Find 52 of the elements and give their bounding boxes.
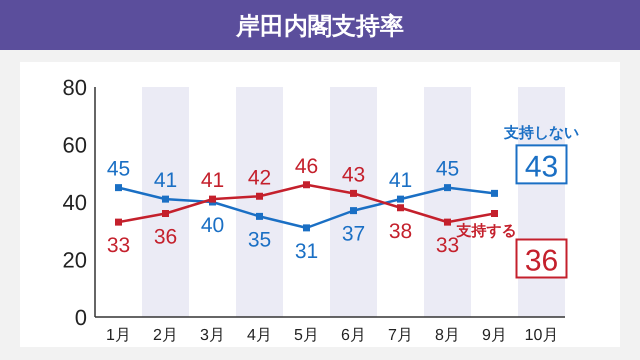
point xyxy=(209,196,216,203)
data-label: 43 xyxy=(342,163,366,186)
point xyxy=(162,196,169,203)
point xyxy=(162,210,169,217)
x-tick-label: 5月 xyxy=(294,327,319,344)
point xyxy=(491,210,498,217)
y-tick-label: 40 xyxy=(62,190,87,215)
x-tick-label: 1月 xyxy=(106,327,131,344)
x-tick-label: 2月 xyxy=(153,327,178,344)
point xyxy=(397,204,404,212)
x-tick-label: 4月 xyxy=(247,327,272,344)
point xyxy=(115,218,122,226)
data-label: 36 xyxy=(524,244,558,278)
data-label: 33 xyxy=(106,234,130,258)
data-label: 35 xyxy=(248,228,272,252)
data-label: 38 xyxy=(388,220,412,243)
point xyxy=(444,184,451,192)
point xyxy=(397,196,404,203)
x-tick-label: 10月 xyxy=(524,327,558,344)
data-label: 45 xyxy=(436,158,460,181)
x-tick-label: 7月 xyxy=(388,327,413,344)
data-label: 41 xyxy=(154,169,178,192)
point xyxy=(350,207,357,214)
point xyxy=(256,192,263,200)
point xyxy=(256,212,263,220)
x-tick-label: 6月 xyxy=(341,327,366,344)
point xyxy=(115,184,122,192)
x-tick-label: 3月 xyxy=(200,327,225,344)
y-tick-label: 20 xyxy=(62,248,87,272)
point xyxy=(303,181,310,188)
data-label: 36 xyxy=(154,226,178,248)
data-label: 46 xyxy=(294,154,318,178)
chart-title: 岸田内閣支持率 xyxy=(235,13,404,40)
series-label: 支持する xyxy=(456,222,516,240)
data-label: 41 xyxy=(200,169,224,192)
point xyxy=(303,224,310,232)
data-label: 40 xyxy=(200,214,224,237)
y-tick-label: 60 xyxy=(62,132,87,158)
x-tick-label: 8月 xyxy=(435,327,460,344)
data-label: 31 xyxy=(294,240,318,263)
text: 支持しない xyxy=(503,124,579,142)
point xyxy=(491,190,498,197)
data-label: 37 xyxy=(342,222,366,246)
point xyxy=(350,190,357,197)
y-tick-label: 80 xyxy=(62,75,87,100)
x-tick-label: 9月 xyxy=(482,327,507,344)
point xyxy=(444,218,451,226)
data-label: 45 xyxy=(106,158,130,181)
data-label: 42 xyxy=(248,166,272,190)
data-label: 41 xyxy=(388,169,412,192)
y-tick-label: 0 xyxy=(74,305,87,330)
data-label: 43 xyxy=(524,150,558,184)
